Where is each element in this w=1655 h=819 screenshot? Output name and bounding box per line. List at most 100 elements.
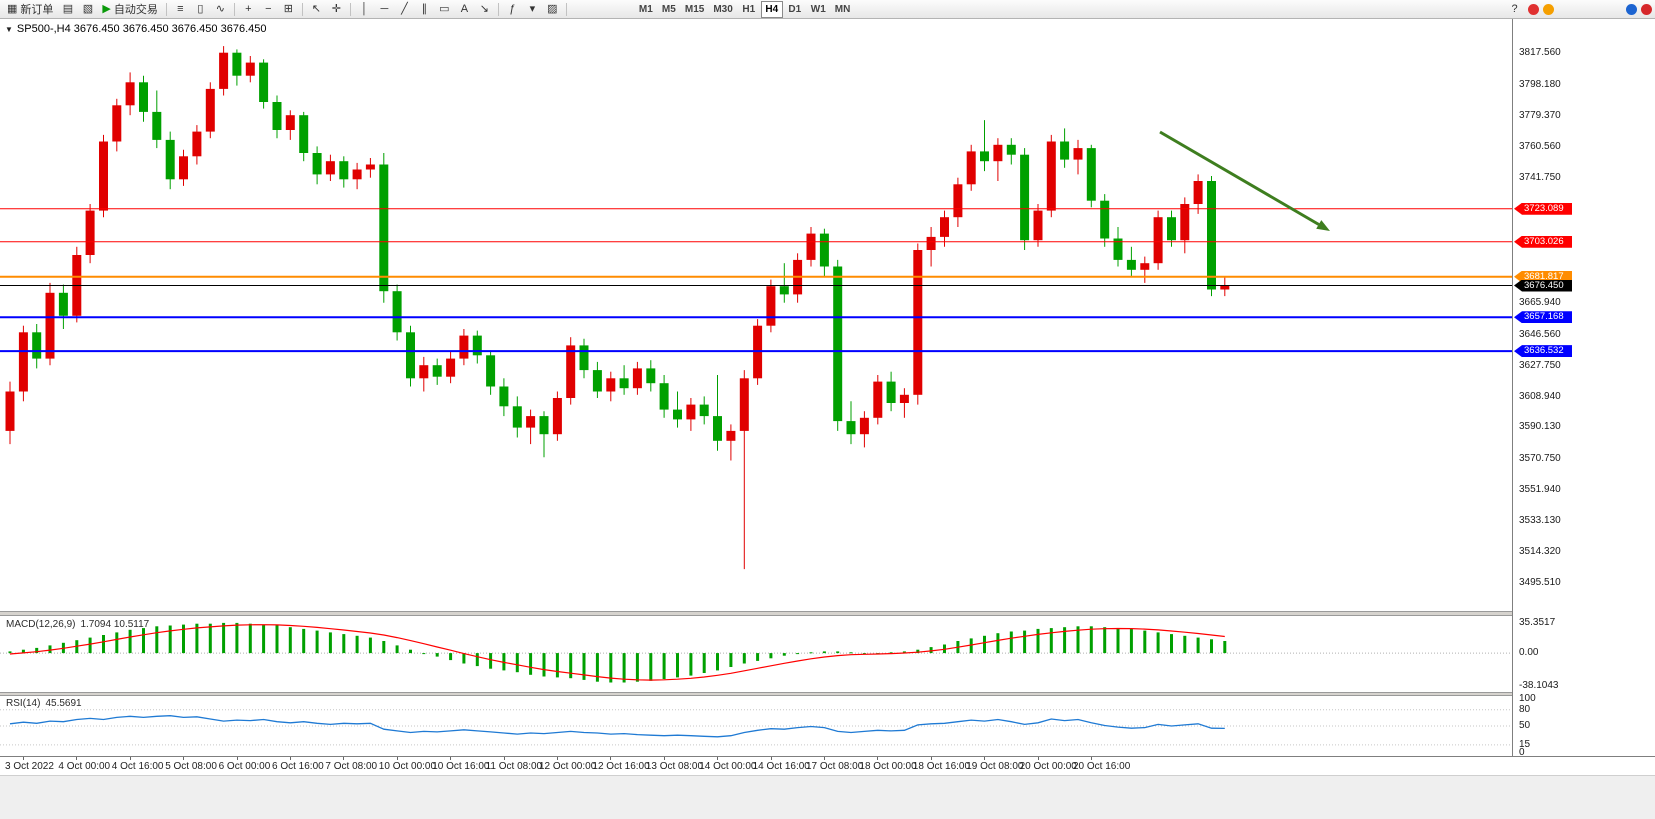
downtrend-arrow-line[interactable] <box>1159 130 1320 226</box>
candle-body <box>1100 200 1110 239</box>
macd-histogram-bar <box>462 653 466 664</box>
time-axis-tick <box>717 757 719 760</box>
text-tool-icon: A <box>460 2 469 15</box>
vertical-line-button[interactable]: │ <box>355 1 374 18</box>
profiles-button[interactable]: ▧ <box>78 1 97 18</box>
channel-button[interactable]: ∥ <box>415 1 434 18</box>
news-icon[interactable] <box>1543 3 1554 15</box>
macd-histogram-bar <box>1196 637 1200 654</box>
macd-histogram-bar <box>609 653 613 683</box>
macd-histogram-bar <box>1210 639 1213 654</box>
candle-body <box>926 236 936 250</box>
macd-histogram-bar <box>208 623 212 654</box>
macd-histogram-bar <box>262 624 266 654</box>
time-axis-tick <box>1037 757 1039 760</box>
time-axis-label: 20 Oct 16:00 <box>1073 761 1131 772</box>
candle-body <box>272 102 282 130</box>
macd-histogram-bar <box>502 653 506 671</box>
macd-histogram-bar <box>529 653 533 675</box>
tile-windows-button[interactable]: ⊞ <box>279 1 298 18</box>
timeframe-button-M15[interactable]: M15 <box>681 1 708 18</box>
text-tool-button[interactable]: A <box>455 1 474 18</box>
crosshair-icon: ✛ <box>331 2 341 15</box>
timeframe-button-W1[interactable]: W1 <box>807 1 830 18</box>
candle-body <box>245 62 255 76</box>
macd-canvas[interactable] <box>0 616 1512 692</box>
templates-button[interactable]: ▨ <box>543 1 562 18</box>
candle-body <box>18 332 28 392</box>
downtrend-arrow-head[interactable] <box>1316 220 1330 231</box>
time-axis-label: 18 Oct 00:00 <box>859 761 917 772</box>
symbol-dropdown-icon[interactable]: ▼ <box>5 24 13 34</box>
candle-body <box>886 381 896 403</box>
macd-histogram-bar <box>649 653 653 681</box>
rsi-line <box>9 715 1225 738</box>
price-tag-3636.532: 3636.532 <box>1514 345 1572 358</box>
crosshair-button[interactable]: ✛ <box>327 1 346 18</box>
candle-body <box>1207 181 1216 290</box>
macd-histogram-bar <box>489 653 493 669</box>
macd-histogram-bar <box>422 653 426 655</box>
macd-histogram-bar <box>102 635 105 654</box>
price-scale[interactable]: 3817.560 3798.180 3779.370 3760.560 3741.750… <box>1512 19 1655 758</box>
toolbar-separator <box>565 2 567 16</box>
bar-chart-button[interactable]: ≡ <box>171 1 190 18</box>
macd-histogram-bar <box>248 623 252 654</box>
candle-body <box>673 409 682 420</box>
candle-body <box>579 345 589 371</box>
zoom-in-button[interactable]: + <box>239 1 258 18</box>
notification-icon[interactable] <box>1641 3 1652 15</box>
macd-label: MACD(12,26,9) 1.7094 10.5117 <box>6 619 149 630</box>
alert-icon[interactable] <box>1528 3 1539 15</box>
auto-trading-label: 自动交易 <box>113 4 158 16</box>
zoom-out-button[interactable]: − <box>259 1 278 18</box>
chart-symbol-title: ▼ SP500-,H4 3676.450 3676.450 3676.450 3… <box>5 23 266 35</box>
trend-line-button[interactable]: ╱ <box>395 1 414 18</box>
line-chart-button[interactable]: ∿ <box>211 1 230 18</box>
candle-body <box>859 417 869 435</box>
timeframe-button-M1[interactable]: M1 <box>635 1 657 18</box>
shapes-button[interactable]: ▭ <box>435 1 454 18</box>
price-tag-3676.450: 3676.450 <box>1514 279 1572 292</box>
rsi-value: 45.5691 <box>45 698 82 709</box>
time-axis-label: 18 Oct 16:00 <box>912 761 971 772</box>
timeframe-button-M5[interactable]: M5 <box>658 1 680 18</box>
timeframe-button-MN[interactable]: MN <box>831 1 855 18</box>
timeframe-button-D1[interactable]: D1 <box>784 1 806 18</box>
new-order-button[interactable]: ▦ 新订单 <box>3 1 57 18</box>
periods-menu-button[interactable]: ▾ <box>523 1 542 18</box>
tile-windows-icon: ⊞ <box>283 2 293 15</box>
main-chart-canvas[interactable] <box>0 19 1512 611</box>
macd-histogram-bar <box>195 623 199 654</box>
profiles-icon: ▧ <box>82 2 94 15</box>
rsi-canvas[interactable] <box>0 696 1512 756</box>
candle-body <box>179 156 188 180</box>
chart-window-button[interactable]: ▤ <box>58 1 77 18</box>
chart-window-icon: ▤ <box>62 2 74 15</box>
cursor-button[interactable]: ↖ <box>307 1 326 18</box>
horizontal-line-button[interactable]: ─ <box>375 1 394 18</box>
arrows-tool-button[interactable]: ↘ <box>475 1 494 18</box>
macd-histogram-bar <box>902 651 906 654</box>
timeframe-button-H1[interactable]: H1 <box>738 1 760 18</box>
rsi-panel[interactable] <box>0 696 1512 756</box>
panel-separator[interactable] <box>0 692 1655 696</box>
connection-status-icon[interactable] <box>1626 3 1637 15</box>
time-axis[interactable]: 3 Oct 2022 4 Oct 00:00 4 Oct 16:00 5 Oct 08… <box>0 756 1655 775</box>
macd-histogram-bar <box>1143 630 1147 654</box>
panel-separator[interactable] <box>0 611 1655 616</box>
line-chart-icon: ∿ <box>215 2 225 15</box>
auto-trading-button[interactable]: ▶ 自动交易 <box>98 1 161 18</box>
help-button[interactable]: ? <box>1505 1 1524 18</box>
candle-chart-button[interactable]: ▯ <box>191 1 210 18</box>
timeframe-button-M30[interactable]: M30 <box>709 1 736 18</box>
candle-body <box>99 141 108 211</box>
macd-histogram-bar <box>796 653 800 655</box>
macd-panel[interactable] <box>0 616 1512 692</box>
channel-icon: ∥ <box>421 2 428 15</box>
timeframe-button-H4[interactable]: H4 <box>760 0 783 18</box>
candle-body <box>1180 204 1190 241</box>
zoom-out-icon: − <box>265 2 272 15</box>
indicators-button[interactable]: ƒ <box>503 1 522 18</box>
main-price-chart[interactable] <box>0 19 1512 611</box>
